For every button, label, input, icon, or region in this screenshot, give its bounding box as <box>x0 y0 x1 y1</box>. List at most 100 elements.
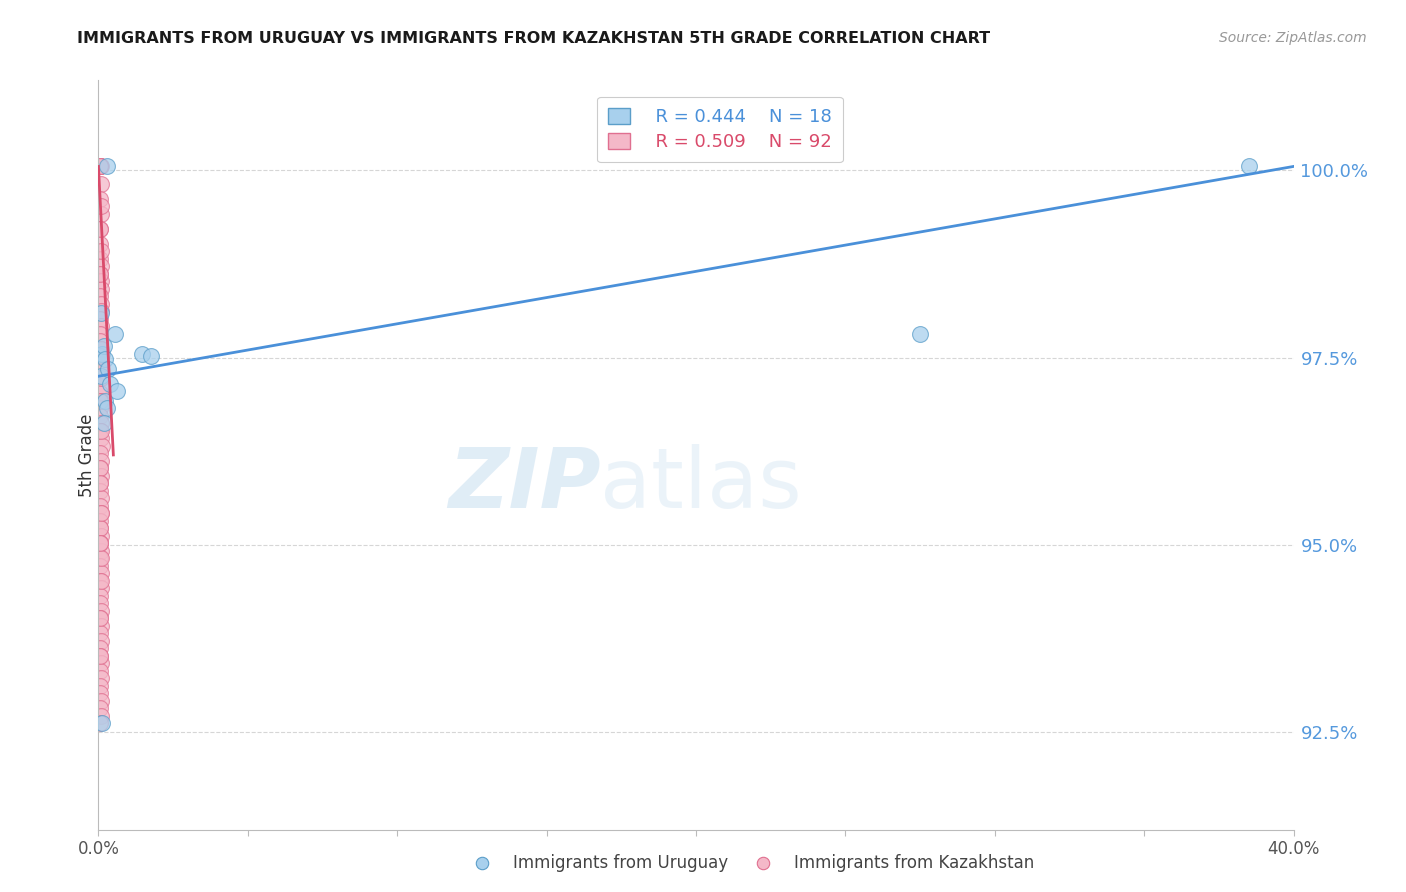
Point <box>89 236 111 251</box>
Point <box>89 401 111 416</box>
Point <box>89 633 111 648</box>
Point <box>471 856 494 871</box>
Point <box>89 267 111 281</box>
Point <box>105 384 128 399</box>
Point <box>90 304 112 318</box>
Point <box>89 371 111 385</box>
Point <box>89 424 111 438</box>
Point <box>97 361 120 376</box>
Point <box>89 357 111 371</box>
Point <box>90 604 112 618</box>
Point <box>89 701 111 715</box>
Point <box>89 476 111 491</box>
Point <box>96 401 118 416</box>
Text: IMMIGRANTS FROM URUGUAY VS IMMIGRANTS FROM KAZAKHSTAN 5TH GRADE CORRELATION CHAR: IMMIGRANTS FROM URUGUAY VS IMMIGRANTS FR… <box>77 31 990 46</box>
Point <box>1237 160 1260 174</box>
Point <box>90 199 112 213</box>
Point <box>89 708 111 723</box>
Point <box>90 507 112 521</box>
Point <box>89 619 111 633</box>
Point <box>89 514 111 528</box>
Point <box>90 566 112 581</box>
Point <box>90 529 112 543</box>
Point <box>89 160 111 174</box>
Point <box>89 296 111 310</box>
Point <box>89 507 111 521</box>
Point <box>90 454 112 468</box>
Point <box>89 641 111 656</box>
Point <box>96 160 118 174</box>
Point <box>89 160 111 174</box>
Point <box>89 611 111 625</box>
Point <box>89 686 111 700</box>
Y-axis label: 5th Grade: 5th Grade <box>79 413 96 497</box>
Point <box>90 259 112 273</box>
Text: Immigrants from Uruguay: Immigrants from Uruguay <box>513 855 728 872</box>
Point <box>90 379 112 393</box>
Text: Source: ZipAtlas.com: Source: ZipAtlas.com <box>1219 31 1367 45</box>
Text: Immigrants from Kazakhstan: Immigrants from Kazakhstan <box>794 855 1035 872</box>
Point <box>89 469 111 483</box>
Point <box>89 596 111 610</box>
Point <box>94 351 117 366</box>
Point <box>90 491 112 506</box>
Point <box>89 221 111 235</box>
Point <box>89 334 111 348</box>
Point <box>89 424 111 438</box>
Point <box>89 319 111 334</box>
Point <box>90 439 112 453</box>
Point <box>89 364 111 378</box>
Point <box>89 671 111 685</box>
Point <box>89 192 111 206</box>
Point <box>89 244 111 259</box>
Point <box>908 326 931 341</box>
Point <box>89 461 111 475</box>
Text: ZIP: ZIP <box>447 444 600 525</box>
Point <box>93 417 115 431</box>
Point <box>98 376 121 391</box>
Point <box>89 648 111 663</box>
Point <box>139 349 162 363</box>
Point <box>131 347 153 361</box>
Point <box>89 574 111 588</box>
Point <box>89 394 111 409</box>
Point <box>89 446 111 460</box>
Point <box>89 536 111 550</box>
Point <box>89 551 111 566</box>
Point <box>89 461 111 475</box>
Point <box>89 221 111 235</box>
Point <box>89 349 111 363</box>
Point <box>89 544 111 558</box>
Point <box>90 551 112 566</box>
Point <box>89 349 111 363</box>
Point <box>90 417 112 431</box>
Point <box>89 589 111 603</box>
Point <box>90 282 112 296</box>
Point <box>89 574 111 588</box>
Point <box>89 252 111 266</box>
Point <box>90 160 112 174</box>
Point <box>89 207 111 221</box>
Point <box>89 626 111 640</box>
Point <box>91 716 114 731</box>
Point <box>89 267 111 281</box>
Legend:   R = 0.444    N = 18,   R = 0.509    N = 92: R = 0.444 N = 18, R = 0.509 N = 92 <box>598 97 842 162</box>
Point <box>89 326 111 341</box>
Point <box>89 521 111 535</box>
Point <box>104 326 127 341</box>
Point <box>89 648 111 663</box>
Point <box>89 582 111 596</box>
Point <box>89 558 111 573</box>
Point <box>90 657 112 671</box>
Point <box>90 342 112 356</box>
Point <box>89 160 111 174</box>
Text: atlas: atlas <box>600 444 801 525</box>
Point <box>752 856 775 871</box>
Point <box>91 347 114 361</box>
Point <box>89 716 111 731</box>
Point <box>89 409 111 423</box>
Point <box>89 536 111 550</box>
Point <box>89 611 111 625</box>
Point <box>90 305 112 319</box>
Point <box>89 311 111 326</box>
